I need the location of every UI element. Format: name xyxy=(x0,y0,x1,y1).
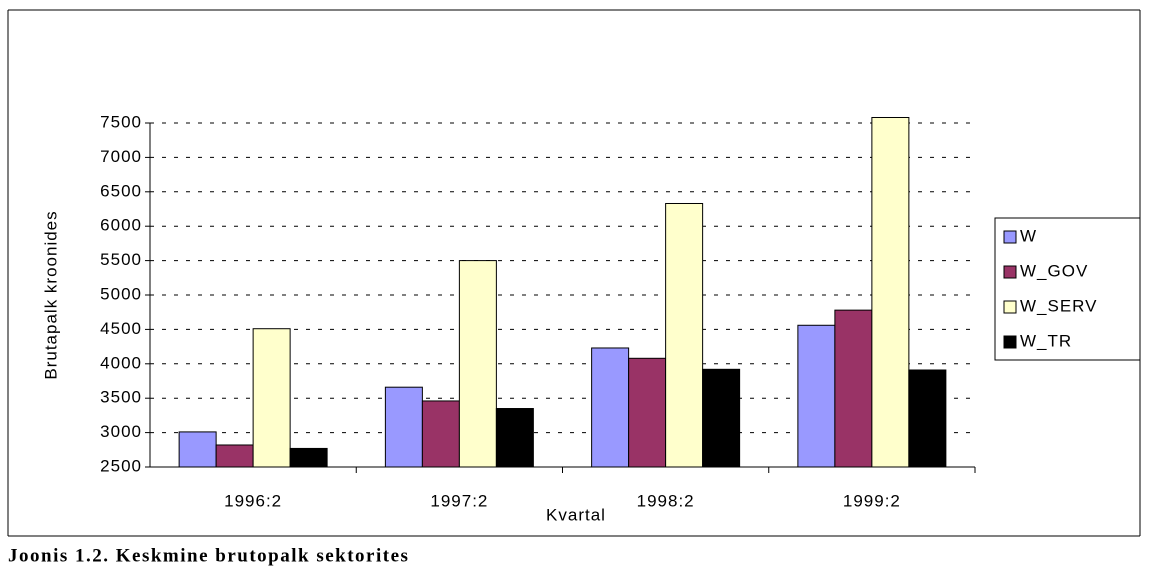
bar xyxy=(702,368,741,468)
bar xyxy=(215,444,254,468)
legend-swatch xyxy=(1003,300,1017,314)
bar xyxy=(458,260,497,468)
legend-label: W_SERV xyxy=(1020,296,1098,315)
y-tick-label: 3000 xyxy=(100,422,142,441)
y-tick-label: 6500 xyxy=(100,181,142,200)
legend-swatch xyxy=(1003,230,1017,244)
bar xyxy=(628,357,667,468)
y-tick-label: 3500 xyxy=(100,388,142,407)
x-tick-label: 1996:2 xyxy=(224,491,282,510)
x-tick-label: 1998:2 xyxy=(637,491,695,510)
legend-box xyxy=(994,217,1141,361)
bar xyxy=(178,431,217,468)
y-axis-title: Brutapalk kroonides xyxy=(41,210,60,379)
x-axis-title: Kvartal xyxy=(546,505,606,524)
bar xyxy=(665,202,704,468)
bar xyxy=(871,116,910,468)
y-tick-label: 4000 xyxy=(100,353,142,372)
legend-swatch xyxy=(1003,265,1017,279)
bar xyxy=(591,347,630,468)
y-tick-label: 4500 xyxy=(100,319,142,338)
legend-label: W_TR xyxy=(1020,331,1072,350)
legend-label: W_GOV xyxy=(1020,261,1088,280)
y-tick-label: 5500 xyxy=(100,250,142,269)
y-tick-label: 6000 xyxy=(100,216,142,235)
y-tick-label: 7000 xyxy=(100,147,142,166)
bar xyxy=(384,386,423,468)
bar xyxy=(252,328,291,468)
bar xyxy=(797,324,836,468)
x-tick-label: 1997:2 xyxy=(430,491,488,510)
y-tick-label: 5000 xyxy=(100,284,142,303)
y-tick-label: 7500 xyxy=(100,112,142,131)
bar xyxy=(495,408,534,468)
bar xyxy=(421,400,460,468)
caption: Joonis 1.2. Keskmine brutopalk sektorite… xyxy=(8,545,409,566)
y-tick-label: 2500 xyxy=(100,456,142,475)
bar xyxy=(834,309,873,468)
bar xyxy=(289,447,328,468)
x-tick-label: 1999:2 xyxy=(843,491,901,510)
legend-label: W xyxy=(1020,226,1037,245)
legend-swatch xyxy=(1003,335,1017,349)
bar xyxy=(908,369,947,468)
